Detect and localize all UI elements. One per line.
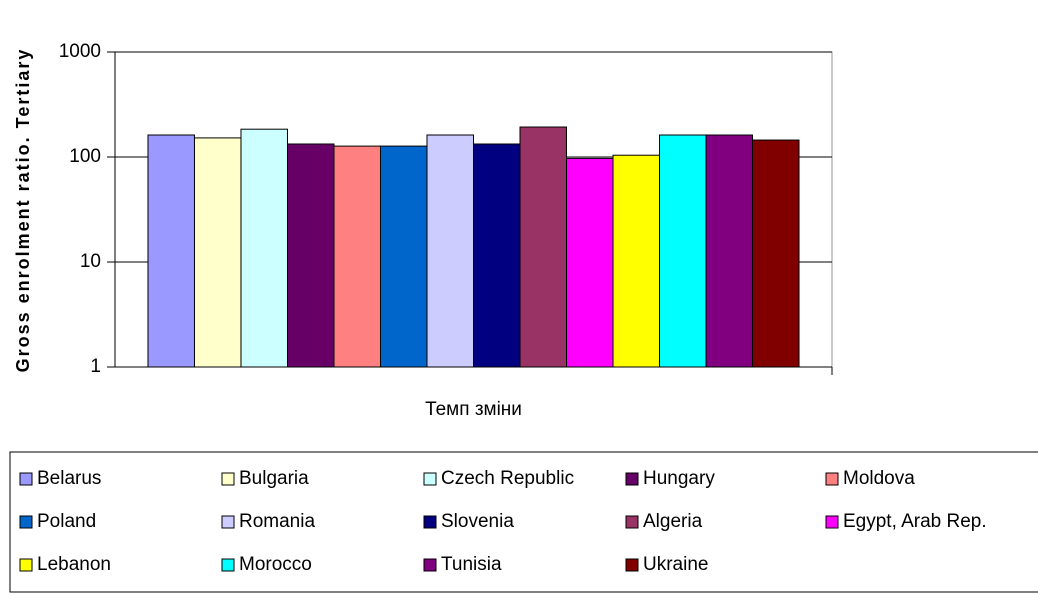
bar [426,134,475,368]
legend-swatch [221,515,235,529]
bar [612,154,661,368]
legend-label: Hungary [643,468,715,489]
bar [752,139,800,368]
bar [379,145,428,368]
bar [473,143,521,368]
bar [705,134,754,368]
x-tick-label: Темп зміни [425,399,522,420]
legend-label: Egypt, Arab Rep. [843,511,987,532]
bar [147,134,195,368]
legend-swatch [19,472,33,486]
legend-swatch [423,558,437,572]
legend-swatch [825,472,839,486]
legend-label: Algeria [643,511,703,532]
bar [566,157,614,368]
legend-label: Belarus [37,468,101,489]
legend-swatch [625,515,639,529]
legend-label: Ukraine [643,554,708,575]
y-tick-label: 1 [90,356,101,377]
legend-swatch [423,515,437,529]
legend-label: Moldova [843,468,915,489]
bar [333,145,381,368]
bar [286,143,335,368]
bar [519,126,568,368]
legend-swatch [625,558,639,572]
bar [659,134,707,368]
bar [240,128,288,368]
legend-swatch [423,472,437,486]
legend-box [9,451,1038,593]
y-tick-label: 1000 [59,41,101,62]
legend-swatch [221,472,235,486]
legend-swatch [19,558,33,572]
legend-label: Lebanon [37,554,111,575]
legend-swatch [625,472,639,486]
legend-label: Tunisia [441,554,502,575]
legend-swatch [19,515,33,529]
legend-label: Poland [37,511,96,532]
legend-label: Czech Republic [441,468,574,489]
y-tick-label: 100 [69,146,101,167]
legend-swatch [221,558,235,572]
y-axis-label: Gross enrolment ratio. Tertiary [13,48,33,373]
legend-label: Slovenia [441,511,514,532]
legend-label: Bulgaria [239,468,309,489]
bar [193,137,242,368]
legend-swatch [825,515,839,529]
y-tick-label: 10 [80,251,101,272]
legend-label: Morocco [239,554,312,575]
legend-label: Romania [239,511,315,532]
